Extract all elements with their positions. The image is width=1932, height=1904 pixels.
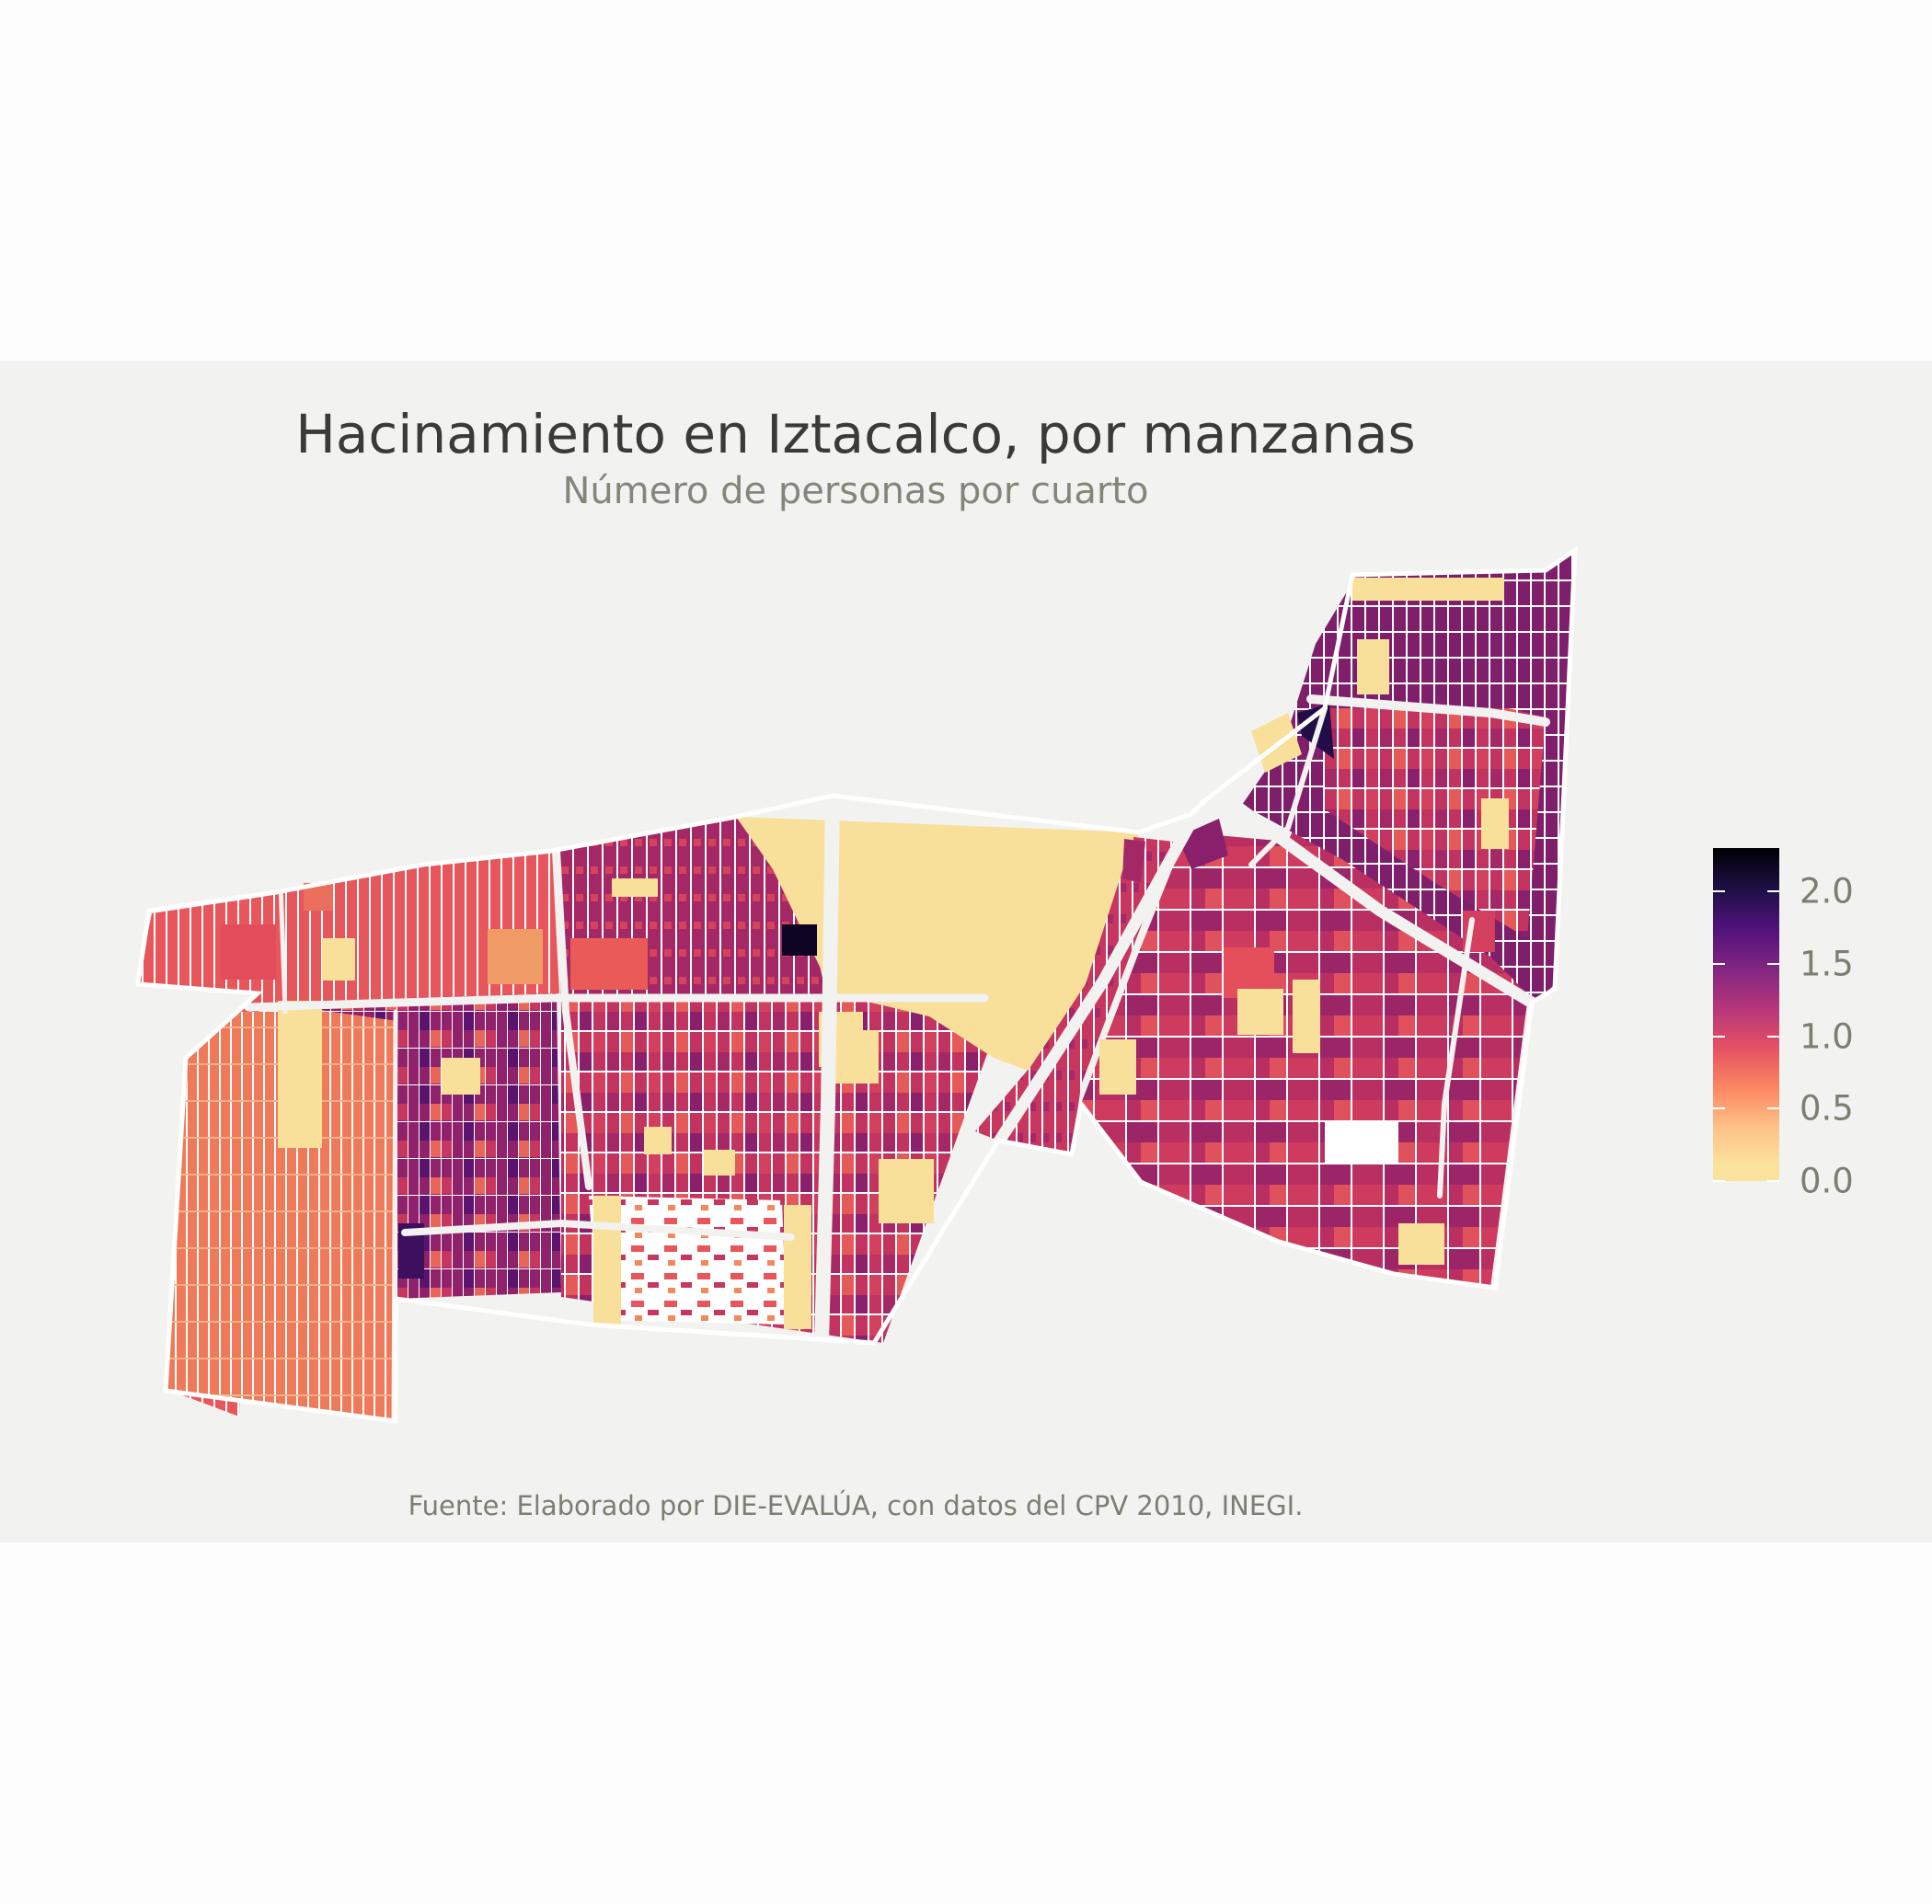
block xyxy=(1122,839,1145,883)
road xyxy=(1248,705,1328,867)
road xyxy=(401,1219,795,1241)
block xyxy=(1352,578,1504,601)
block xyxy=(322,938,355,981)
block xyxy=(644,1127,672,1154)
district-boundary xyxy=(135,545,1578,1424)
legend-label: 1.0 xyxy=(1800,1016,1854,1057)
block xyxy=(593,1196,621,1325)
legend-colorbar xyxy=(1713,848,1779,1181)
road xyxy=(814,793,840,1350)
southwest-blocks xyxy=(166,1012,396,1421)
block xyxy=(1398,1223,1444,1265)
block xyxy=(570,938,648,990)
block xyxy=(784,1205,811,1329)
block xyxy=(278,1001,322,1148)
legend-label: 2.0 xyxy=(1800,871,1854,912)
road xyxy=(1306,694,1550,727)
block xyxy=(612,878,658,897)
block xyxy=(833,1030,879,1084)
block xyxy=(1293,980,1320,1053)
block xyxy=(879,1159,934,1223)
accent-blocks xyxy=(221,578,1509,1329)
road xyxy=(1437,917,1475,1199)
legend-label: 1.5 xyxy=(1800,944,1854,984)
block xyxy=(782,924,817,956)
northeast-inner-blocks xyxy=(1325,708,1546,938)
diagonal-band-blocks xyxy=(975,837,1173,1154)
road xyxy=(278,880,288,1015)
block xyxy=(1357,639,1389,694)
block xyxy=(704,1150,735,1176)
legend-label: 0.5 xyxy=(1800,1088,1854,1129)
block xyxy=(1178,819,1228,869)
block xyxy=(442,1058,480,1095)
road-network xyxy=(244,694,1550,1424)
color-legend: 2.0 1.5 1.0 0.5 0.0 xyxy=(1713,848,1897,1201)
block xyxy=(488,929,543,984)
map-subtitle: Número de personas por cuarto xyxy=(562,470,1149,512)
block xyxy=(1237,989,1283,1035)
block xyxy=(221,924,276,980)
road xyxy=(553,847,592,1190)
map-title: Hacinamiento en Iztacalco, por manzanas xyxy=(295,403,1416,465)
road xyxy=(244,993,989,1012)
block xyxy=(1481,798,1509,849)
central-west-blocks xyxy=(267,993,561,1299)
legend-label: 0.0 xyxy=(1800,1161,1854,1201)
map-caption: Fuente: Elaborado por DIE-EVALÚA, con da… xyxy=(408,1490,1304,1521)
block xyxy=(1099,1039,1136,1095)
block xyxy=(1325,1122,1398,1164)
road xyxy=(987,798,1207,1156)
